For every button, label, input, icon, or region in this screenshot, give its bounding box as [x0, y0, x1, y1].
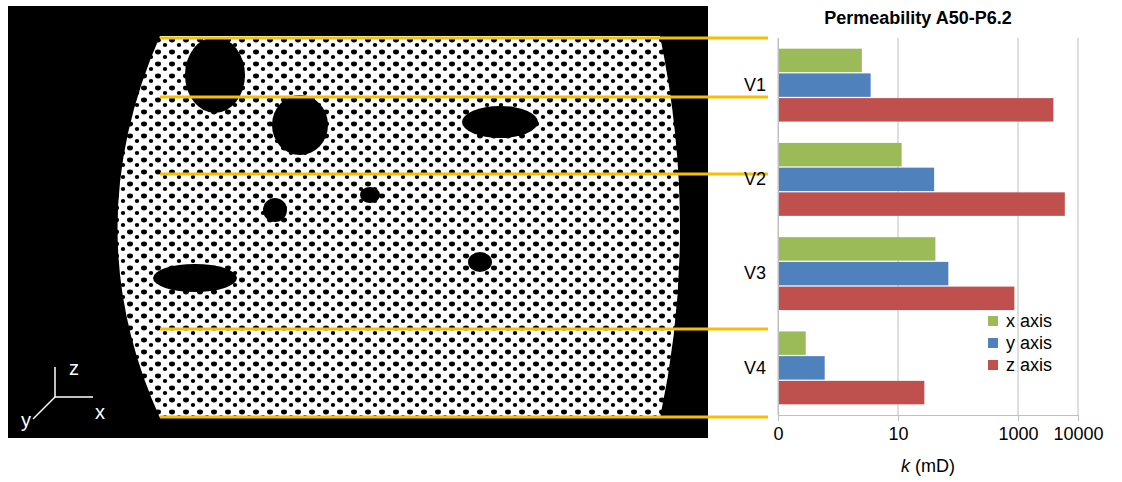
grid-line	[898, 38, 899, 415]
legend-swatch	[988, 316, 998, 326]
y-axis: V1 V2 V3 V4	[744, 39, 779, 416]
x-tick-label: 0	[773, 424, 783, 444]
y-tick: V4	[744, 358, 778, 378]
ct-pore	[263, 198, 287, 222]
x-tick-mark	[1078, 415, 1079, 421]
ct-background	[8, 6, 708, 438]
ct-panel: z y x	[8, 6, 708, 438]
ct-pore	[462, 106, 538, 138]
grid-line	[778, 38, 779, 415]
x-tick: 0	[773, 415, 783, 444]
category-label: V3	[744, 263, 766, 283]
slice-line	[160, 328, 768, 331]
bar	[778, 168, 934, 191]
slice-line	[160, 173, 768, 176]
ct-pore	[153, 264, 237, 292]
x-tick: 10000	[1053, 415, 1103, 444]
ct-pore	[185, 37, 245, 113]
ct-pore	[360, 187, 380, 203]
x-axis: 0 10 1000 10000	[773, 415, 1103, 444]
legend-item: x axis	[988, 311, 1052, 331]
chart-title: Permeability A50-P6.2	[824, 8, 1011, 28]
bar	[778, 331, 806, 354]
glyph-label: z	[69, 357, 79, 379]
bar	[778, 237, 935, 260]
x-axis-title: k (mD)	[901, 456, 955, 476]
ct-pore	[272, 95, 328, 155]
category-label: V2	[744, 169, 766, 189]
legend-item: y axis	[988, 333, 1052, 353]
bars	[778, 49, 1065, 405]
x-tick-label: 10	[888, 424, 908, 444]
bar	[778, 262, 948, 285]
grid-line	[1078, 38, 1079, 415]
bar	[778, 381, 924, 404]
slice-line	[160, 37, 768, 40]
bar	[778, 98, 1053, 121]
x-axis-line	[779, 415, 1079, 416]
slice-line	[160, 96, 768, 99]
bar	[778, 356, 825, 379]
glyph-axis	[33, 397, 55, 419]
x-tick: 10	[888, 415, 908, 444]
grid	[778, 38, 1078, 415]
legend-item: z axis	[988, 355, 1052, 375]
x-tick-mark	[898, 415, 899, 421]
x-tick: 1000	[998, 415, 1038, 444]
category-label: V4	[744, 358, 766, 378]
x-tick-label: 10000	[1053, 424, 1103, 444]
ct-sample	[118, 36, 681, 418]
slice-line	[160, 416, 768, 419]
y-tick: V1	[744, 75, 778, 95]
ct-pore	[468, 252, 492, 272]
bar	[778, 287, 1014, 310]
legend-label: x axis	[1006, 311, 1052, 331]
legend-label: z axis	[1006, 355, 1052, 375]
y-axis-line	[778, 39, 779, 416]
bar	[778, 192, 1065, 215]
chart-root: z y x 0 10 1000 10000 V1 V2 V3 V4 Permeability A50-…	[0, 0, 1122, 482]
glyph-label: y	[21, 409, 31, 431]
glyph-label: x	[95, 401, 105, 423]
bar	[778, 73, 871, 96]
legend: x axisy axisz axis	[988, 311, 1052, 375]
y-tick: V2	[744, 169, 778, 189]
y-tick: V3	[744, 263, 778, 283]
x-tick-label: 1000	[998, 424, 1038, 444]
legend-swatch	[988, 360, 998, 370]
glyph-axis	[54, 367, 56, 397]
axes-glyph: z y x	[21, 357, 105, 431]
glyph-axis	[55, 396, 93, 398]
x-tick-mark	[778, 415, 779, 421]
x-tick-mark	[1018, 415, 1019, 421]
legend-swatch	[988, 338, 998, 348]
bar	[778, 143, 902, 166]
legend-label: y axis	[1006, 333, 1052, 353]
category-label: V1	[744, 75, 766, 95]
bar	[778, 49, 862, 72]
